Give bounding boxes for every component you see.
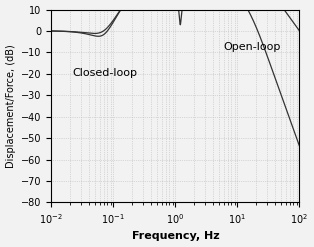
Y-axis label: Displacement/Force, (dB): Displacement/Force, (dB) <box>6 44 16 168</box>
Text: Closed-loop: Closed-loop <box>73 68 138 78</box>
Text: Open-loop: Open-loop <box>224 42 281 52</box>
X-axis label: Frequency, Hz: Frequency, Hz <box>132 231 219 242</box>
